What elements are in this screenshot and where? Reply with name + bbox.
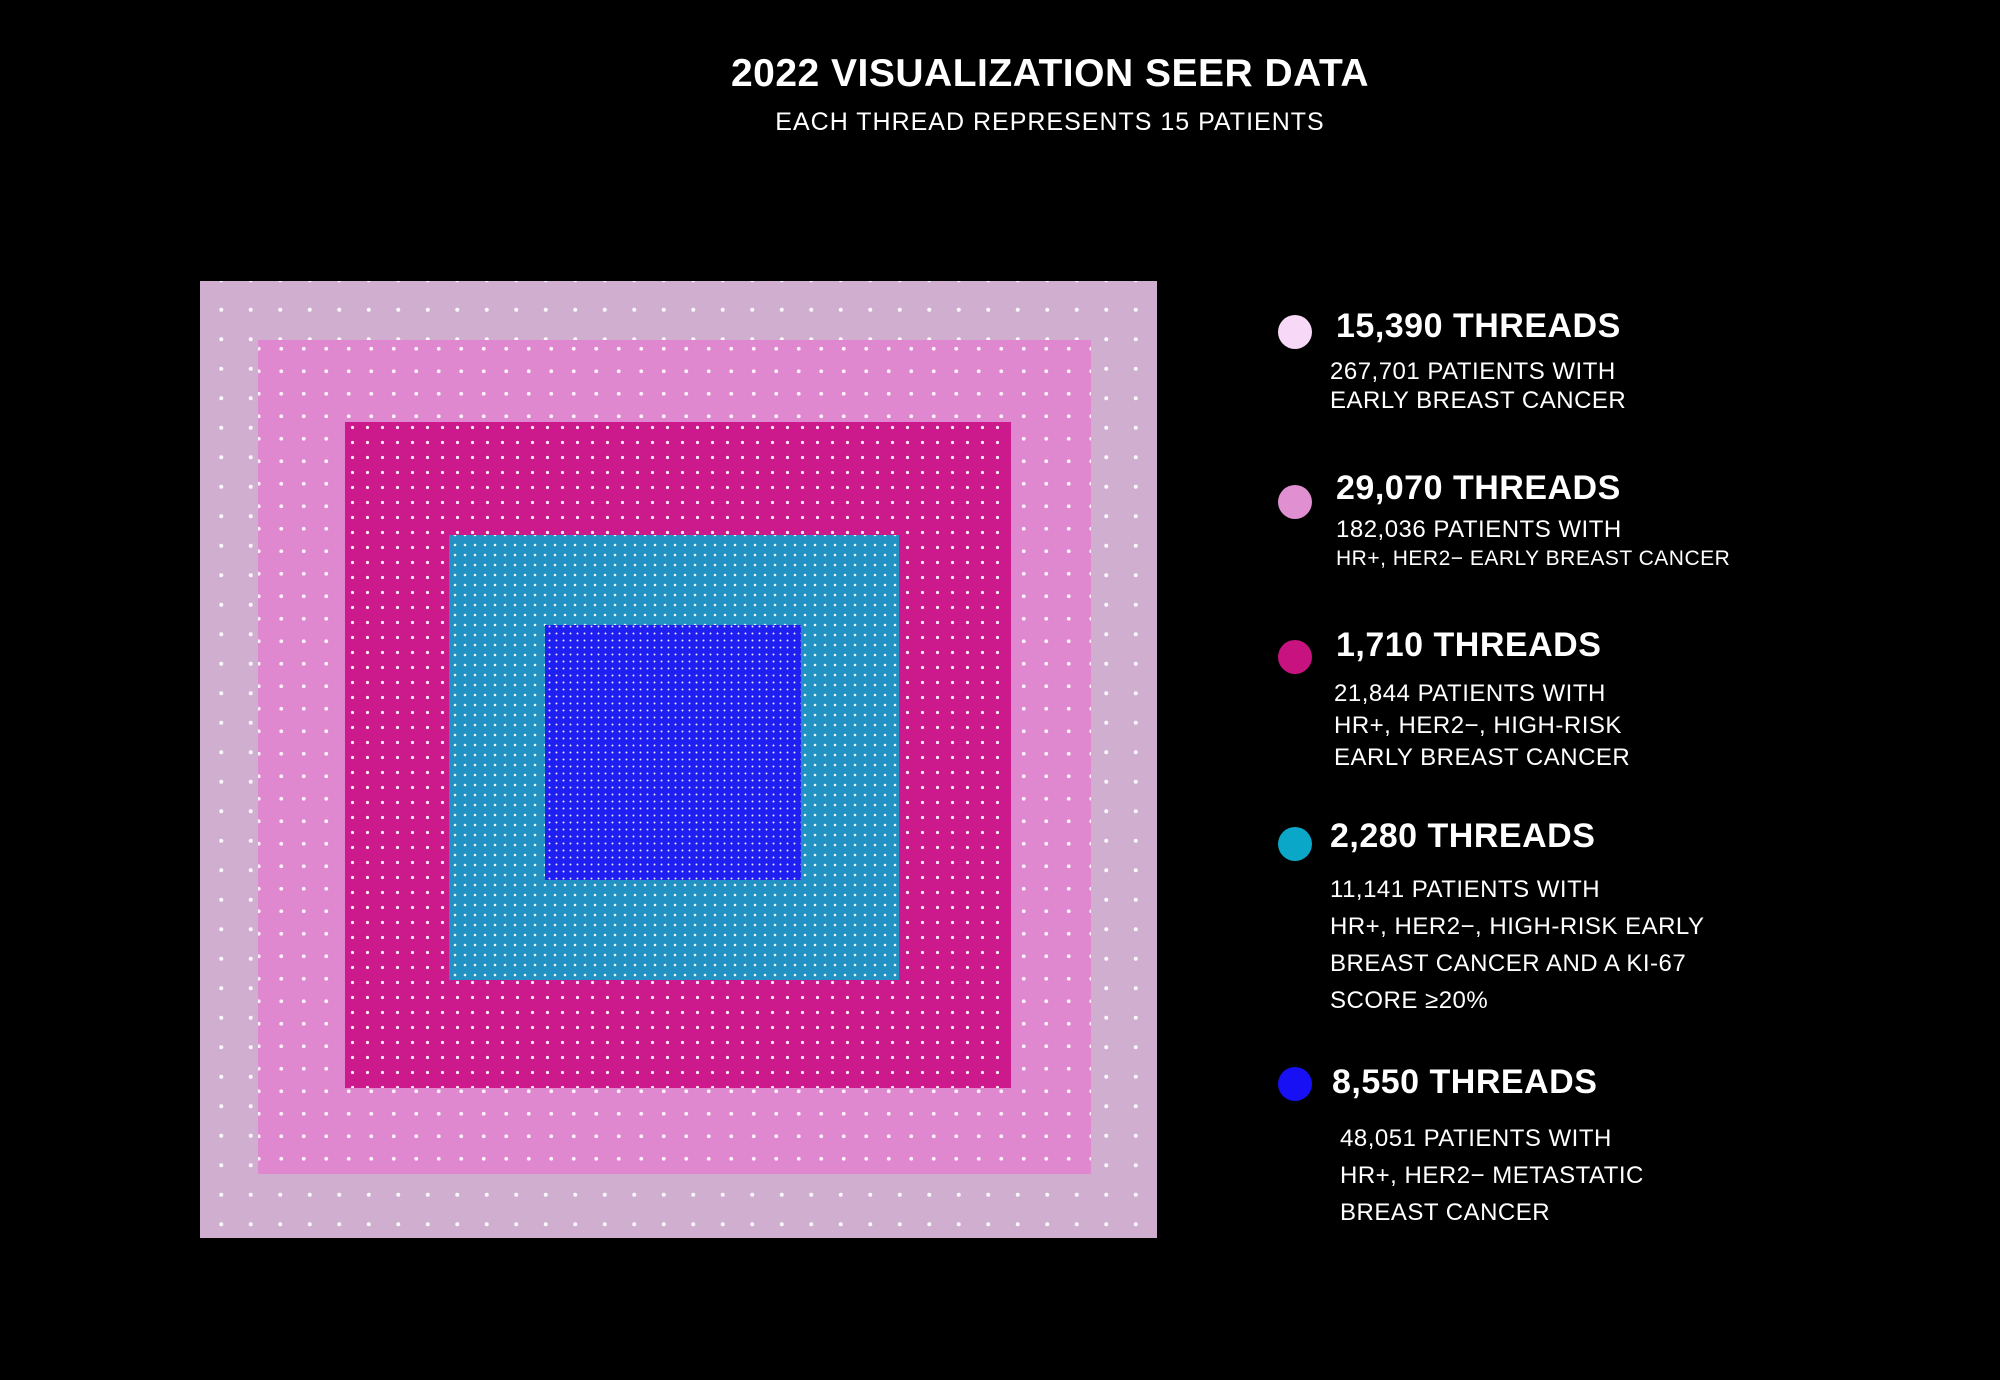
legend-threads-label: 1,710 THREADS (1336, 626, 1602, 664)
legend-marker (1278, 1067, 1312, 1101)
legend-description-line: HR+, HER2− METASTATIC (1340, 1162, 1644, 1189)
legend-threads-label: 8,550 THREADS (1332, 1063, 1598, 1101)
legend-marker (1278, 827, 1312, 861)
legend-description: 21,844 PATIENTS WITH HR+, HER2−, HIGH-RI… (1334, 678, 1630, 774)
legend-description-line: HR+, HER2− EARLY BREAST CANCER (1336, 547, 1731, 570)
square-metastatic-thread-dots (545, 625, 801, 880)
legend-description-line: 267,701 PATIENTS WITH (1330, 358, 1616, 385)
chart-subtitle: EACH THREAD REPRESENTS 15 PATIENTS (775, 108, 1325, 136)
legend-description-line: HR+, HER2−, HIGH-RISK EARLY (1330, 913, 1705, 940)
legend-description: 48,051 PATIENTS WITH HR+, HER2− METASTAT… (1340, 1120, 1644, 1231)
legend-description-line: SCORE ≥20% (1330, 987, 1489, 1014)
legend-marker (1278, 640, 1312, 674)
legend-threads-label: 2,280 THREADS (1330, 817, 1596, 855)
legend-description-line: BREAST CANCER (1340, 1199, 1551, 1226)
chart-title: 2022 VISUALIZATION SEER DATA (730, 52, 1370, 95)
legend-description-line: 48,051 PATIENTS WITH (1340, 1125, 1612, 1152)
legend-description-line: EARLY BREAST CANCER (1334, 744, 1631, 771)
legend-description-line: HR+, HER2−, HIGH-RISK (1334, 712, 1622, 739)
legend-description: 11,141 PATIENTS WITH HR+, HER2−, HIGH-RI… (1330, 871, 1704, 1019)
legend-description: 182,036 PATIENTS WITH HR+, HER2− EARLY B… (1336, 515, 1730, 573)
legend-marker (1278, 315, 1312, 349)
legend-description-line: 11,141 PATIENTS WITH (1330, 876, 1601, 903)
legend-description-line: BREAST CANCER AND A KI-67 (1330, 950, 1687, 977)
legend-description-line: 182,036 PATIENTS WITH (1336, 516, 1622, 543)
legend-marker (1278, 485, 1312, 519)
legend-description-line: 21,844 PATIENTS WITH (1334, 680, 1606, 707)
legend-description: 267,701 PATIENTS WITH EARLY BREAST CANCE… (1330, 357, 1626, 415)
legend-threads-label: 29,070 THREADS (1336, 469, 1621, 507)
legend-threads-label: 15,390 THREADS (1336, 307, 1621, 345)
legend-description-line: EARLY BREAST CANCER (1330, 387, 1627, 414)
